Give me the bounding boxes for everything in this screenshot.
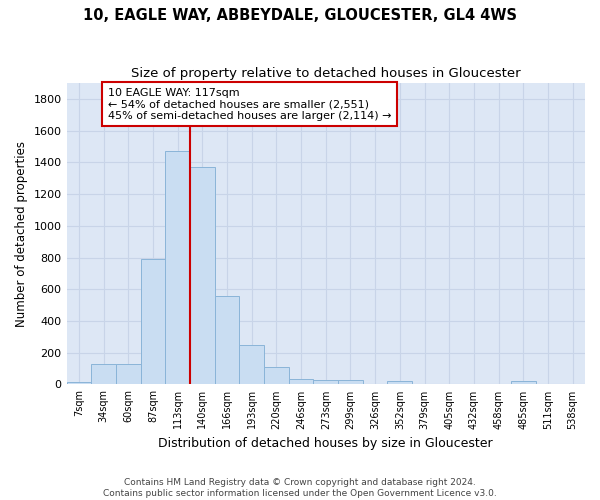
Bar — [264, 367, 289, 384]
Y-axis label: Number of detached properties: Number of detached properties — [15, 140, 28, 326]
Bar — [165, 152, 190, 384]
Title: Size of property relative to detached houses in Gloucester: Size of property relative to detached ho… — [131, 68, 521, 80]
Bar — [289, 379, 313, 384]
Bar — [239, 345, 264, 385]
Bar — [511, 382, 536, 384]
X-axis label: Distribution of detached houses by size in Gloucester: Distribution of detached houses by size … — [158, 437, 493, 450]
Text: 10 EAGLE WAY: 117sqm
← 54% of detached houses are smaller (2,551)
45% of semi-de: 10 EAGLE WAY: 117sqm ← 54% of detached h… — [108, 88, 392, 121]
Bar — [338, 380, 363, 384]
Bar — [140, 259, 165, 384]
Bar — [215, 296, 239, 384]
Bar — [388, 382, 412, 384]
Bar — [116, 364, 140, 384]
Text: 10, EAGLE WAY, ABBEYDALE, GLOUCESTER, GL4 4WS: 10, EAGLE WAY, ABBEYDALE, GLOUCESTER, GL… — [83, 8, 517, 22]
Bar — [91, 364, 116, 384]
Bar — [313, 380, 338, 384]
Bar — [190, 167, 215, 384]
Bar — [67, 382, 91, 384]
Text: Contains HM Land Registry data © Crown copyright and database right 2024.
Contai: Contains HM Land Registry data © Crown c… — [103, 478, 497, 498]
